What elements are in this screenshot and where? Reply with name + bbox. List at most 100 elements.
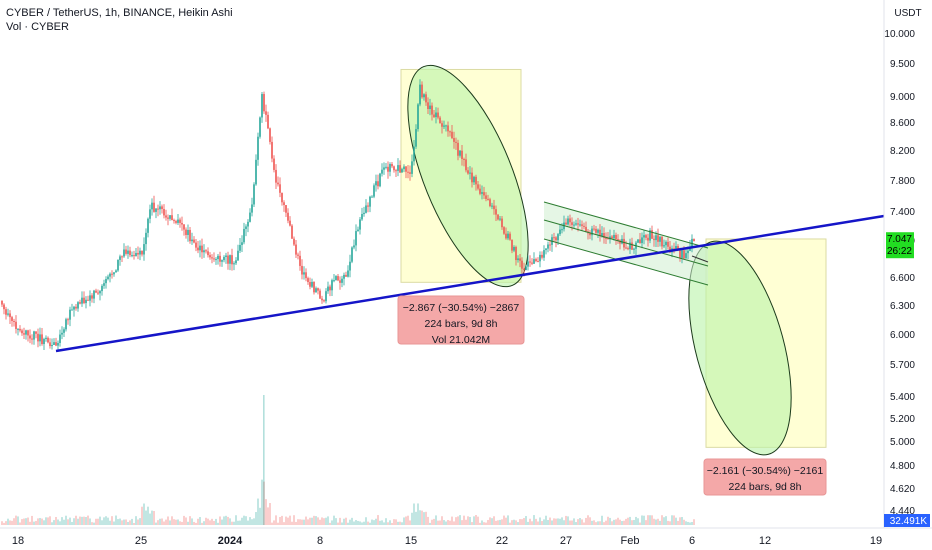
volume-bar [587,515,589,525]
volume-bar [193,521,195,525]
candle-body [241,242,243,245]
volume-bar [599,521,601,525]
last-price-badge[interactable] [886,232,914,259]
candle-body [169,215,171,219]
volume-bar [225,515,227,525]
volume-bar [259,507,261,525]
volume-bar [143,503,145,525]
candle-body [415,129,417,147]
candle-body [139,250,141,255]
candle-body [513,246,515,251]
candle-body [101,285,103,292]
volume-bar [283,522,285,525]
candle-body [367,205,369,207]
candle-body [129,250,131,256]
drop-measure-label[interactable]: −2.867 (−30.54%) −2867 224 bars, 9d 8h Vol… [397,295,525,346]
candle-body [393,166,395,171]
highlight-ellipse-1[interactable] [383,50,553,302]
volume-bar [409,520,411,525]
volume-bar [315,516,317,525]
volume-bar [279,517,281,525]
drop-measure-label-line-1: −2.867 (−30.54%) −2867 [403,302,520,314]
symbol-title[interactable]: CYBER / TetherUS, 1h, BINANCE, Heikin As… [6,7,233,19]
volume-indicator-label[interactable]: Vol · CYBER [6,21,69,33]
candle-body [495,209,497,215]
candle-body [641,237,643,244]
volume-bar [135,516,137,525]
volume-bar [621,521,623,525]
candle-body [369,196,371,207]
candle-body [259,117,261,137]
volume-bar [31,515,33,525]
volume-bar [15,515,17,525]
candle-body [479,188,481,194]
volume-bar [501,519,503,525]
channel-upper-line[interactable] [543,201,709,249]
volume-bar [253,518,255,525]
volume-bar [429,522,431,525]
volume-bar [451,516,453,525]
candle-body [37,333,39,342]
candle-body [661,236,663,247]
volume-bar [457,516,459,525]
candle-body [155,208,157,212]
candle-body [161,206,163,210]
volume-bar [597,521,599,525]
volume-bar [509,522,511,525]
volume-bar [65,515,67,525]
volume-bar [347,522,349,525]
candle-body [113,272,115,275]
candle-body [75,306,77,309]
candle-body [651,230,653,239]
candle-body [189,229,191,242]
volume-bar [211,518,213,525]
time-tick-label: Feb [621,535,640,547]
volume-badge[interactable] [884,514,930,527]
candle-body [457,142,459,156]
price-tick-label: 7.400 [890,207,915,218]
bar-countdown: 26:22 [887,246,912,257]
candle-body [121,256,123,258]
volume-bar [601,515,603,525]
volume-bar [471,522,473,525]
volume-bar [51,522,53,525]
candle-body [171,215,173,221]
volume-layer [1,395,695,525]
channel-lower-line[interactable] [543,238,709,286]
candle-body [239,244,241,251]
candle-body [657,235,659,242]
volume-bar [495,520,497,525]
channel-mid-line[interactable] [543,219,709,267]
volume-bar [463,515,465,525]
candle-body [579,224,581,226]
candle-body [425,94,427,103]
candle-body [467,170,469,174]
volume-bar [153,510,155,525]
candle-body [73,306,75,310]
candle-body [461,150,463,159]
candle-body [245,226,247,229]
candle-body [469,172,471,174]
volume-bar [263,481,265,525]
candle-body [271,141,273,159]
candle-body [253,184,255,205]
candle-body [405,166,407,172]
candle-body [569,218,571,223]
support-trendline[interactable] [55,214,885,353]
candle-body [65,319,67,330]
candle-body [55,342,57,346]
projection-measure-label[interactable]: −2.161 (−30.54%) −2161 224 bars, 9d 8h [703,458,827,496]
candle-body [99,291,101,294]
candle-body [547,244,549,249]
candle-body [417,104,419,130]
candle-body [647,237,649,241]
volume-bar [603,522,605,525]
volume-bar [299,519,301,525]
highlight-ellipse-2[interactable] [669,230,811,465]
candle-body [175,221,177,223]
volume-bar [179,521,181,525]
currency-label[interactable]: USDT [894,8,921,19]
volume-bar [9,520,11,525]
candle-body [565,222,567,225]
